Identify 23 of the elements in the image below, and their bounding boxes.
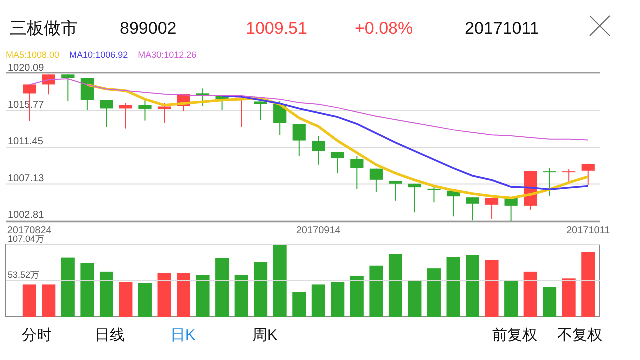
text: 日线 [95,327,125,344]
y-tick-label: 107.04万 [8,234,45,244]
y-tick-label: 1007.13 [8,173,45,184]
text: +0.08% [355,19,414,38]
y-tick-label: 53.52万 [8,270,40,280]
text: 分时 [22,327,52,344]
text: 899002 [120,19,177,38]
text: 周K [252,327,278,344]
text: 日K [170,327,196,344]
y-tick-label: 1002.81 [8,210,45,221]
text: 不复权 [558,327,602,344]
y-tick-label: 1020.09 [8,63,45,74]
text: 1009.51 [246,19,308,38]
text: 前复权 [492,327,538,344]
text: 三板做市 [10,19,78,38]
x-tick-label: 20170824 [7,226,52,236]
y-tick-label: 1011.45 [8,136,44,148]
x-tick-label: 20170914 [296,226,342,236]
text: 20171011 [465,19,540,38]
x-tick-label: 20171011 [566,226,611,236]
text: MA5:1008.00 [6,50,60,60]
text: MA10:1006.92 [70,50,128,60]
text: MA30:1012.26 [138,50,197,60]
